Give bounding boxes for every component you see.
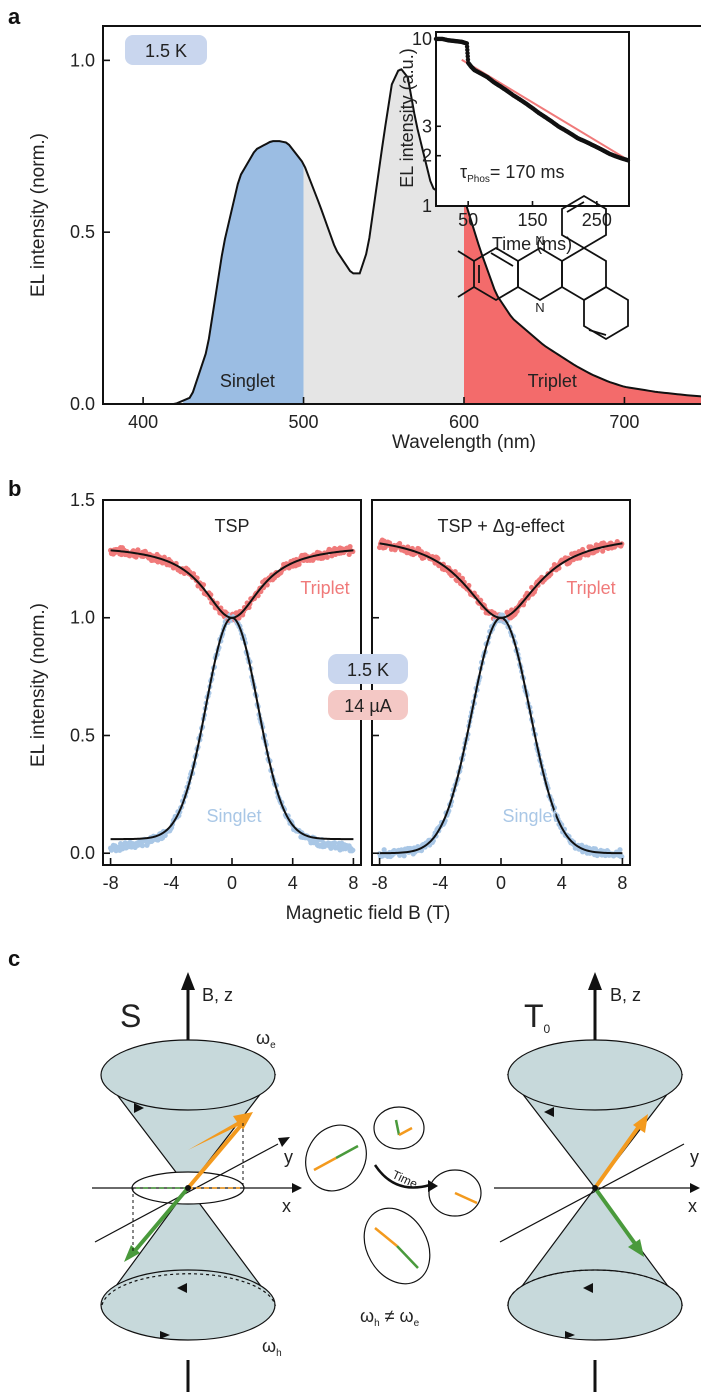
x-tick-label: 500 [289, 412, 319, 432]
singlet-data-point [350, 847, 356, 853]
spectrum-region-0 [183, 141, 304, 405]
inset-y-tick-label: 1 [422, 196, 432, 216]
inset-y-tick-label: 2 [422, 146, 432, 166]
singlet-region-label: Singlet [220, 371, 275, 391]
singlet-data-point [401, 853, 407, 859]
lifetime-inset: 50 150 250 1 2 3 10 Time (ms) EL intensity (a.… [397, 29, 631, 254]
x-tick-label: 0 [496, 873, 506, 893]
spin-precession-schematic: S B, z ωe ωh y x Time ωh ≠ ωe [92, 972, 700, 1392]
nitrogen-label-top: N [535, 233, 544, 248]
x-tick-label: 0 [227, 873, 237, 893]
y-tick-label: 1.0 [70, 608, 95, 628]
singlet-state-label: S [120, 998, 141, 1034]
field-axis-label-left: B, z [202, 985, 233, 1005]
temperature-badge-b-text: 1.5 K [347, 660, 389, 680]
inset-data-point [464, 44, 470, 49]
inset-y-label: EL intensity (a.u.) [397, 48, 417, 187]
x-axis-label-right: x [688, 1196, 697, 1216]
omega-h-label: ωh [262, 1336, 282, 1359]
singlet-fit-curve [379, 616, 623, 855]
current-badge-text: 14 µA [344, 696, 391, 716]
triplet-region-label: Triplet [528, 371, 577, 391]
spectrum-region-2 [464, 197, 701, 404]
panel-label-c: c [8, 946, 20, 971]
inset-data-point [464, 41, 470, 46]
lifetime-annotation: τPhos= 170 ms [460, 162, 564, 185]
molecule-structure [457, 194, 629, 341]
triplet-data-point [588, 544, 594, 550]
x-tick-label: -4 [163, 873, 179, 893]
singlet-data-point [331, 840, 338, 846]
inset-x-tick-label: 150 [517, 210, 547, 230]
y-axis-label-a: EL intensity (norm.) [28, 133, 49, 297]
triplet-label-right: Triplet [566, 578, 615, 598]
y-tick-label: 0.0 [70, 394, 95, 414]
triplet-state-label: T0 [524, 998, 551, 1036]
current-badge [328, 690, 408, 720]
magnetic-field-chart: -8 -4 0 4 8 0.0 0.5 1.0 1.5 -8 -4 0 4 8 Magnetic fiel… [28, 490, 631, 924]
subplot-title-right: TSP + Δg-effect [438, 516, 565, 536]
singlet-data-point [619, 854, 625, 860]
x-tick-label: -8 [372, 873, 388, 893]
x-tick-label: 8 [617, 873, 627, 893]
singlet-fit-curve [110, 616, 354, 841]
inset-data-point [465, 50, 470, 56]
singlet-label-right: Singlet [502, 806, 557, 826]
spectrum-region-1 [303, 67, 464, 405]
inset-x-label: Time (ms) [492, 234, 572, 254]
x-tick-label: 8 [348, 873, 358, 893]
y-axis-label-right: y [690, 1147, 699, 1167]
triplet-data-point [324, 554, 330, 560]
singlet-label-left: Singlet [206, 806, 261, 826]
y-tick-label: 1.5 [70, 490, 95, 510]
temperature-badge-text: 1.5 K [145, 41, 187, 61]
inset-y-tick-label: 10 [412, 29, 432, 49]
x-tick-label: 600 [449, 412, 479, 432]
triplet-label-left: Triplet [300, 578, 349, 598]
nitrogen-label-bottom: N [535, 300, 544, 315]
omega-e-label: ωe [256, 1028, 276, 1051]
x-tick-label: 4 [557, 873, 567, 893]
inset-y-tick-label: 3 [422, 116, 432, 136]
inset-x-tick-label: 250 [582, 210, 612, 230]
triplet-data-point [600, 548, 606, 554]
x-tick-label: 400 [128, 412, 158, 432]
temperature-badge [125, 35, 207, 65]
triplet-cone-diagram [494, 972, 700, 1392]
subplot-title-left: TSP [214, 516, 249, 536]
inset-x-tick-label: 50 [458, 210, 478, 230]
singlet-cone-diagram [92, 972, 302, 1392]
frequency-inequality: ωh ≠ ωe [360, 1306, 420, 1329]
spectrum-chart: 4005006007008000.00.51.0 Singlet Triplet… [28, 25, 701, 453]
x-tick-label: 4 [288, 873, 298, 893]
singlet-data-point [617, 847, 623, 853]
triplet-data-point [347, 543, 353, 550]
inset-data-point [465, 57, 471, 62]
y-axis-label-left: y [284, 1147, 293, 1167]
panel-label-b: b [8, 476, 21, 501]
y-tick-label: 0.0 [70, 843, 95, 863]
triplet-data-point [397, 540, 403, 547]
inset-data-point [465, 54, 470, 59]
x-axis-label-a: Wavelength (nm) [392, 432, 536, 453]
panel-label-a: a [8, 4, 21, 29]
temperature-badge-b [328, 654, 408, 684]
y-axis-label-b: EL intensity (norm.) [28, 603, 49, 767]
time-evolution-diagram [305, 1106, 482, 1285]
inset-data-point [465, 47, 470, 53]
singlet-data-point [139, 843, 146, 849]
x-tick-label: 700 [609, 412, 639, 432]
x-axis-label-b: Magnetic field B (T) [286, 903, 451, 924]
y-tick-label: 1.0 [70, 50, 95, 70]
field-axis-label-right: B, z [610, 985, 641, 1005]
singlet-data-point [162, 832, 168, 839]
x-tick-label: -4 [432, 873, 448, 893]
triplet-data-point [135, 547, 141, 553]
triplet-data-point [435, 556, 441, 562]
y-tick-label: 0.5 [70, 222, 95, 242]
x-axis-label-left: x [282, 1196, 291, 1216]
y-tick-label: 0.5 [70, 725, 95, 745]
x-tick-label: -8 [103, 873, 119, 893]
